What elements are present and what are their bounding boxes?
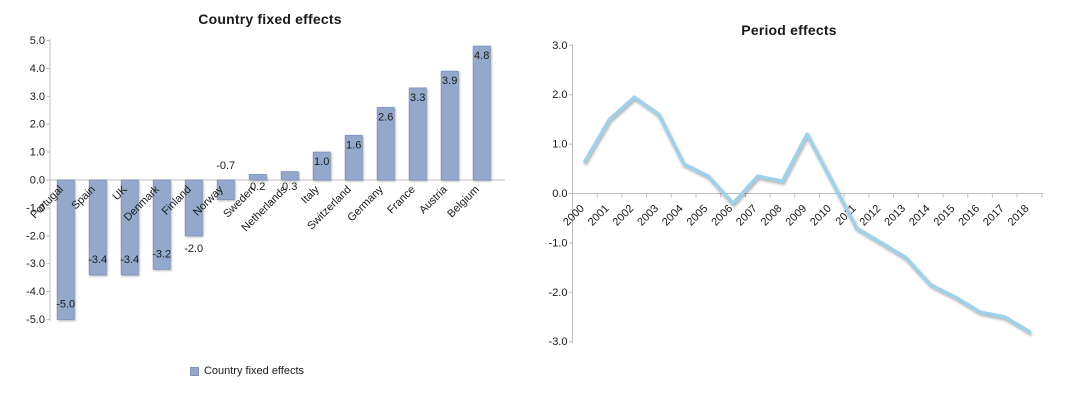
y-tick-label: -2.0: [549, 287, 568, 299]
y-tick-label: 3.0: [552, 40, 567, 52]
x-category-label: 2007: [734, 203, 760, 229]
x-category-label: 2006: [709, 203, 735, 229]
bar-norway: [216, 179, 235, 200]
bar-value-label: 1.0: [314, 156, 329, 168]
bar-value-label: 0.3: [282, 181, 297, 193]
y-tick-label: -1.0: [26, 202, 45, 214]
bar-austria: [440, 70, 459, 181]
bar-value-label: 2.6: [378, 111, 393, 123]
bar-value-label: -3.4: [120, 254, 139, 266]
period-effects-chart: Period effects 3.0 2.0 1.0 0.0 -1.0 -2.0 -3.0 2…: [545, 0, 1085, 405]
country-fixed-effects-chart: Country fixed effects 5.0 4.0 3.0 2.0 1.0 0.0…: [0, 0, 540, 405]
y-tick-label: -2.0: [26, 230, 45, 242]
y-tick-label: 2.0: [552, 89, 567, 101]
bar-value-label: -5.0: [56, 299, 75, 311]
x-category-label: 2002: [611, 203, 637, 229]
bar-portugal: [56, 179, 75, 320]
bar-finland: [184, 179, 203, 237]
bar-italy: [312, 151, 331, 181]
x-category-label: 2003: [635, 203, 661, 229]
bar-spain: [88, 179, 107, 276]
x-category-label: Belgium: [445, 184, 482, 221]
y-tick-label: 0.0: [552, 188, 567, 200]
x-category-label: 2016: [956, 203, 982, 229]
bar-value-label: -3.2: [152, 248, 171, 260]
period-effects-line: [583, 95, 1032, 334]
y-tick-label: 1.0: [30, 147, 45, 159]
bar-france: [408, 87, 427, 181]
bar-netherlands: [280, 171, 299, 181]
x-category-label: Italy: [299, 183, 322, 206]
y-tick-label: 0.0: [30, 175, 45, 187]
bar-chart-title: Country fixed effects: [198, 11, 342, 27]
x-category-label: 2017: [981, 203, 1007, 229]
bar-value-label: -0.7: [216, 160, 235, 172]
legend-swatch-icon: [189, 366, 199, 376]
x-category-label: 2015: [932, 203, 958, 229]
bar-value-label: 3.9: [442, 75, 457, 87]
x-category-label: 2014: [907, 203, 933, 229]
x-category-label: 2005: [685, 203, 711, 229]
y-tick-label: -4.0: [26, 286, 45, 298]
y-tick-label: 5.0: [30, 35, 45, 47]
y-tick-label: 3.0: [30, 91, 45, 103]
bar-denmark: [152, 179, 171, 270]
y-tick-label: -5.0: [26, 314, 45, 326]
line-chart-plot: 3.0 2.0 1.0 0.0 -1.0 -2.0 -3.0 2000200120022003…: [549, 40, 1043, 348]
y-tick-label: -1.0: [549, 237, 568, 249]
bar-belgium: [472, 45, 491, 181]
x-category-label: 2000: [561, 203, 587, 229]
x-category-label: France: [385, 184, 418, 217]
bar-value-label: 4.8: [474, 50, 489, 62]
x-category-label: 2018: [1006, 203, 1032, 229]
bar-value-label: 3.3: [410, 92, 425, 104]
x-category-label: 2009: [783, 203, 809, 229]
y-tick-label: 4.0: [30, 63, 45, 75]
y-tick-label: -3.0: [26, 258, 45, 270]
x-category-label: 2013: [882, 203, 908, 229]
bar-switzerland: [344, 134, 363, 181]
bar-value-label: -2.0: [184, 243, 203, 255]
y-tick-label: -3.0: [549, 336, 568, 348]
x-category-label: 2010: [808, 203, 834, 229]
bar-chart-plot: 5.0 4.0 3.0 2.0 1.0 0.0 -1.0 -2.0 -3.0 -4.0 -5.0 -5…: [26, 35, 505, 326]
bar-uk: [120, 179, 139, 276]
x-category-label: 2012: [858, 203, 884, 229]
x-category-label: 2008: [759, 203, 785, 229]
y-tick-label: 1.0: [552, 139, 567, 151]
bar-value-label: 0.2: [250, 181, 265, 193]
bar-sweden: [248, 174, 267, 181]
bar-germany: [376, 107, 395, 181]
bar-value-label: -3.4: [88, 254, 107, 266]
bar-value-label: 1.6: [346, 139, 361, 151]
legend: Country fixed effects: [0, 365, 517, 377]
x-category-label: 2004: [660, 203, 686, 229]
y-tick-label: 2.0: [30, 119, 45, 131]
x-category-label: Germany: [345, 183, 386, 224]
legend-label: Country fixed effects: [203, 365, 305, 377]
line-chart-title: Period effects: [741, 22, 837, 38]
x-category-label: 2001: [586, 203, 612, 229]
